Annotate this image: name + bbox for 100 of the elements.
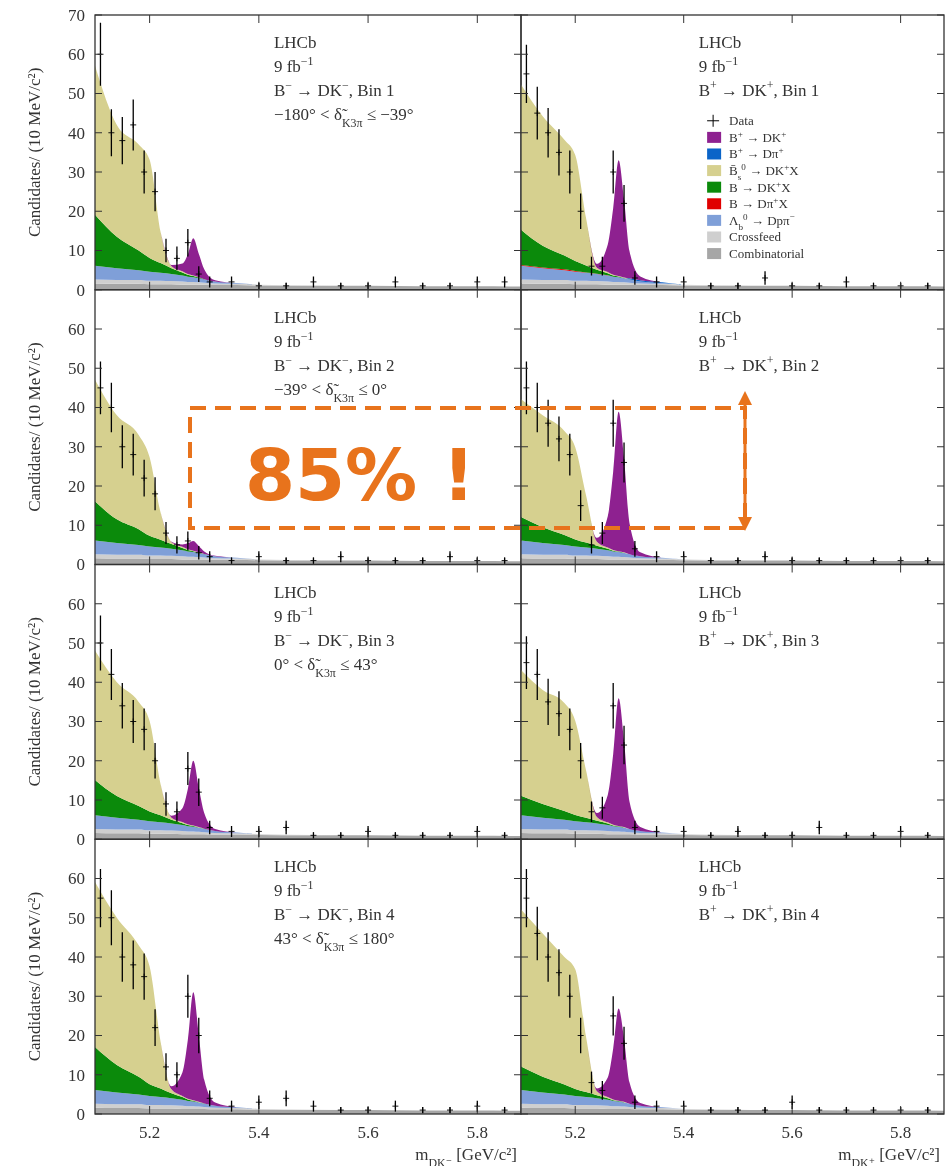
x-tick-label: 5.8 [889,1123,912,1142]
y-tick-label: 50 [68,908,85,928]
point [151,490,159,498]
legend-label: B$^{+}$ → Dπ$^{+}$ [729,145,784,162]
x-tick-label: 5.2 [138,1123,161,1142]
y-tick-label: 50 [68,359,85,379]
y-tick-label: 40 [68,673,85,693]
point [522,659,530,667]
y-tick-label: 10 [68,516,85,536]
point [522,384,530,392]
y-axis-title: Candidates/ (10 MeV/c²) [25,67,44,238]
point [609,168,617,176]
legend-label: Data [729,113,754,129]
x-tick-label: 5.6 [781,1123,803,1142]
point [533,670,541,678]
annotation: 85% ! [244,433,476,517]
point [631,274,639,282]
point [173,541,181,549]
y-tick-label: 20 [68,476,85,496]
y-tick-label: 70 [68,5,85,25]
point [184,239,192,247]
y-tick-label: 40 [68,947,85,967]
x-tick-label: 5.8 [466,1123,488,1142]
annotation: LHCb [698,857,742,877]
point [631,1098,639,1106]
y-tick-label: 0 [76,555,85,575]
annotation: 9 fb$^{−1}$ [698,878,739,901]
point [555,435,563,443]
point [173,808,181,816]
y-tick-label: 30 [68,162,85,182]
point [173,254,181,262]
y-tick-label: 20 [68,1026,85,1046]
annotation: 0° < δ̃$_{K3π}$ ≤ 43° [273,654,378,680]
y-tick-label: 50 [68,633,85,653]
x-tick-label: 5.2 [564,1123,586,1142]
y-tick-label: 60 [68,45,85,65]
point [609,1012,617,1020]
point [195,788,203,796]
point [173,1071,181,1079]
point [195,1032,203,1039]
annotation: LHCb [698,582,742,602]
point [282,1094,290,1102]
point [566,451,574,459]
annotation: B$^{−}$ → DK$^{−}$, Bin 2 [273,352,395,375]
point [162,247,170,254]
annotation: LHCb [698,307,742,327]
annotation: B$^{+}$ → DK$^{+}$, Bin 4 [698,902,820,925]
point [184,992,192,1000]
point [544,129,552,137]
annotation: B$^{+}$ → DK$^{+}$, Bin 3 [698,627,820,650]
annotation: LHCb [273,582,317,602]
legend-label: Crossfeed [729,229,782,245]
point [577,207,585,215]
y-tick-label: 0 [76,280,85,300]
point [620,199,628,207]
y-tick-label: 0 [76,1104,85,1124]
point [206,1094,214,1102]
y-tick-label: 30 [68,437,85,457]
annotation: B$^{+}$ → DK$^{+}$, Bin 1 [698,78,820,100]
annotation: −180° < δ̃$_{K3π}$ ≤ −39° [273,105,414,130]
point [533,404,541,411]
point [107,914,115,922]
point [620,459,628,466]
y-tick-label: 30 [68,712,85,732]
point [544,698,552,706]
point [195,549,203,557]
y-tick-label: 60 [68,869,85,889]
y-axis-title: Candidates/ (10 MeV/c²) [25,617,44,787]
point [598,262,606,270]
annotation: 43° < δ̃$_{K3π}$ ≤ 180° [273,929,395,955]
y-tick-label: 0 [76,830,85,850]
point [815,824,823,831]
legend-label: B$^{+}$ → DK$^{+}$ [729,128,787,145]
point [555,148,563,156]
point [184,537,192,545]
point [151,188,159,196]
legend-label: Λ$_{b}$$^{0}$ → Dpπ$^{−}$ [729,211,795,232]
y-tick-label: 40 [68,123,85,143]
annotation: 9 fb$^{−1}$ [273,878,314,901]
point [184,765,192,773]
point [788,1098,796,1106]
point [140,474,148,482]
point [140,973,148,981]
x-tick-label: 5.4 [248,1123,270,1142]
y-axis-title: Candidates/ (10 MeV/c²) [25,342,44,512]
point [620,1039,628,1047]
annotation: 9 fb$^{−1}$ [698,328,739,351]
point [129,451,137,459]
point [566,168,574,176]
annotation: LHCb [273,307,317,327]
point [140,725,148,733]
point [162,529,170,537]
y-tick-label: 10 [68,790,85,810]
point [118,443,126,451]
annotation: B$^{−}$ → DK$^{−}$, Bin 1 [273,78,395,100]
annotation: 9 fb$^{−1}$ [698,54,739,76]
annotation: LHCb [698,33,742,52]
point [118,953,126,961]
point [107,129,115,137]
point [206,824,214,831]
